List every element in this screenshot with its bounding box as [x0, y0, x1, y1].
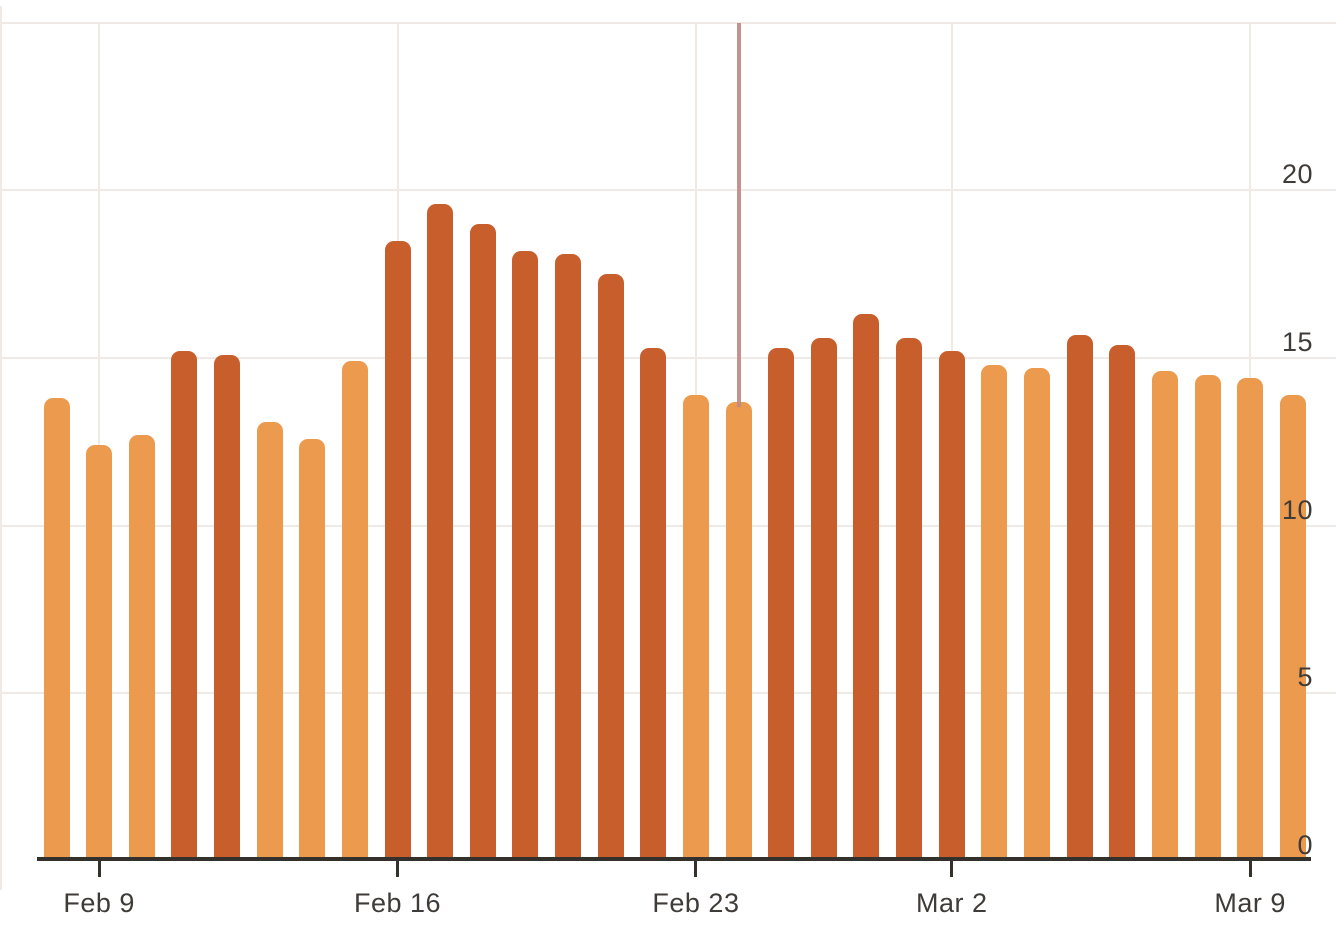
bar[interactable]: [384, 240, 411, 859]
bar[interactable]: [469, 223, 496, 859]
horizontal-gridline: [0, 21, 1336, 24]
y-axis-label: 5: [1297, 662, 1313, 693]
y-axis-label: 0: [1297, 830, 1313, 860]
bar[interactable]: [640, 347, 667, 859]
y-axis-label: 10: [1281, 494, 1313, 525]
vertical-gridline: [98, 22, 101, 858]
horizontal-gridline: [0, 189, 1336, 192]
bar[interactable]: [256, 421, 283, 859]
x-axis-tick: [950, 861, 954, 877]
x-axis-label: Feb 23: [652, 888, 740, 918]
bar[interactable]: [86, 445, 113, 859]
x-axis-tick: [1248, 861, 1252, 877]
y-axis-label: 20: [1281, 159, 1313, 190]
bar[interactable]: [427, 203, 454, 859]
bar[interactable]: [1023, 368, 1050, 859]
x-axis-label: Mar 2: [915, 888, 988, 918]
x-axis-line: [37, 857, 1311, 861]
bar[interactable]: [214, 354, 241, 859]
x-axis-label: Mar 9: [1214, 888, 1286, 918]
chart-left-edge-line: [0, 6, 2, 890]
bar[interactable]: [981, 364, 1008, 859]
x-axis-tick: [694, 861, 698, 877]
bar[interactable]: [1194, 374, 1221, 859]
bar[interactable]: [1066, 334, 1093, 859]
x-axis-tick: [396, 861, 400, 877]
bar[interactable]: [43, 398, 70, 859]
bar[interactable]: [128, 435, 155, 859]
bar[interactable]: [1151, 371, 1178, 859]
bar[interactable]: [768, 347, 795, 859]
bar[interactable]: [810, 337, 837, 859]
bar[interactable]: [1109, 344, 1136, 859]
x-axis-label: Feb 9: [63, 888, 135, 918]
bar[interactable]: [1279, 394, 1306, 859]
x-axis-label: Feb 16: [354, 888, 442, 918]
x-axis-tick: [97, 861, 101, 877]
bar[interactable]: [299, 438, 326, 859]
bar[interactable]: [597, 274, 624, 859]
annotation-vertical-line: [736, 23, 741, 407]
bar[interactable]: [512, 250, 539, 859]
bar[interactable]: [938, 351, 965, 859]
bar[interactable]: [171, 351, 198, 859]
horizontal-gridline: [0, 524, 1336, 527]
y-axis-label: 15: [1281, 327, 1313, 358]
horizontal-gridline: [0, 357, 1336, 360]
horizontal-gridline: [0, 692, 1336, 695]
bar[interactable]: [725, 401, 752, 859]
bar[interactable]: [555, 254, 582, 859]
bar[interactable]: [1237, 378, 1264, 859]
bar[interactable]: [896, 337, 923, 859]
bar[interactable]: [853, 314, 880, 859]
bar[interactable]: [341, 361, 368, 859]
bar[interactable]: [682, 394, 709, 859]
